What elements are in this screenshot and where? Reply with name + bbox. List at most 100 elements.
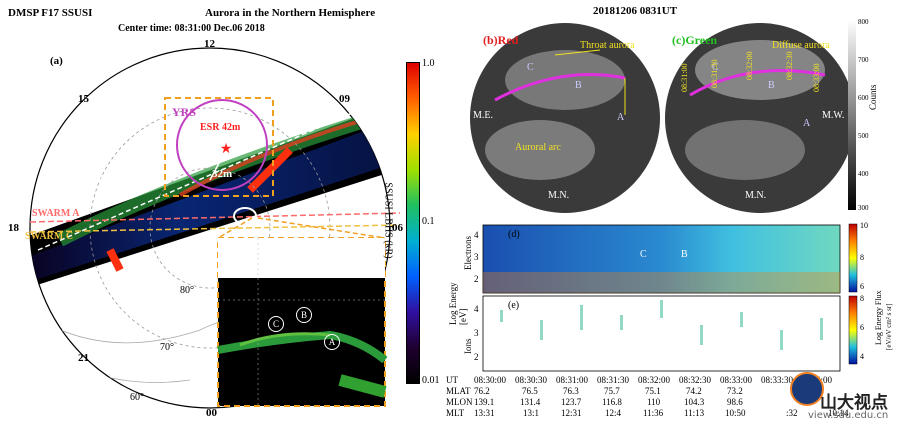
ut-2: 08:31:00	[556, 375, 589, 385]
asi-c-time-1: 08:31:30	[710, 59, 719, 88]
row-label-mlon: MLON	[446, 397, 473, 407]
counts-tick-400: 400	[858, 170, 869, 178]
mlt-09: 09	[339, 93, 350, 105]
flux-tick-top-0: 10	[860, 221, 868, 230]
e-tick-2: 2	[474, 274, 479, 284]
mw-label: M.W.	[822, 110, 845, 121]
spectro-e-label: (e)	[508, 300, 520, 311]
flux-unit: [eV/eV cm² s sr]	[885, 303, 893, 350]
asi-c-time-3: 08:32:30	[785, 51, 794, 80]
e-tick-3: 3	[474, 252, 479, 262]
electrons-label: Electrons	[463, 236, 473, 270]
mlt-00: 00	[206, 407, 217, 419]
flux-tick-bot-1: 6	[860, 323, 864, 332]
panel-title: Aurora in the Northern Hemisphere	[205, 7, 376, 19]
ut-4: 08:32:00	[638, 375, 671, 385]
ssusi-colorbar	[406, 62, 420, 384]
mn-label-b: M.N.	[548, 190, 570, 201]
mlt-7: :32	[786, 408, 798, 418]
mlt-15: 15	[78, 93, 89, 105]
ions-label: Ions	[463, 338, 473, 355]
swarm-c-label: SWARM C	[25, 231, 74, 242]
counts-label: Counts	[868, 84, 878, 110]
cb-label: SSUSI LBHS (kR)	[382, 182, 394, 259]
flux-tick-top-1: 8	[860, 253, 864, 262]
i-tick-2: 2	[474, 352, 479, 362]
asi-c-label: (c)Green	[672, 33, 718, 47]
lat-60: 60°	[130, 392, 144, 403]
dmsp-track	[37, 92, 399, 251]
mlat-1: 76.5	[522, 386, 538, 396]
mlon-0: 139.1	[474, 397, 495, 407]
ut-5: 08:32:30	[679, 375, 712, 385]
mlt-8: 10:14	[828, 408, 849, 418]
ut-1: 08:30:30	[515, 375, 548, 385]
zoom-point-c: C	[268, 316, 284, 332]
yrs-box	[164, 97, 274, 197]
marker-c: C	[640, 249, 647, 260]
ut-0: 08:30:00	[474, 375, 507, 385]
mlat-3: 75.7	[604, 386, 620, 396]
esr-label: ESR 42m	[200, 122, 241, 133]
mlon-4: 110	[647, 397, 661, 407]
mlt-06: 06	[392, 222, 403, 234]
mlt-6: 10:50	[725, 408, 746, 418]
spectro-d-label: (d)	[508, 229, 520, 240]
instrument-title: DMSP F17 SSUSI	[8, 7, 93, 19]
mlt-18: 18	[8, 222, 19, 234]
mlat-5: 74.2	[686, 386, 702, 396]
watermark-cn: 山大视点	[820, 393, 888, 413]
cb-tick-01: 0.1	[422, 216, 435, 227]
me-label-b: M.E.	[473, 110, 493, 121]
mlt-1: 13:1	[523, 408, 540, 418]
flux-tick-top-2: 6	[860, 282, 864, 291]
mlon-1: 131.4	[520, 397, 541, 407]
swarm-a-label: SWARM A	[32, 208, 80, 219]
row-label-ut: UT	[446, 375, 458, 385]
swarm-c-track	[29, 224, 401, 233]
i-tick-3: 3	[474, 328, 479, 338]
mlat-0: 76.2	[474, 386, 490, 396]
ut-7: 08:33:30	[761, 375, 794, 385]
mlat-6: 73.2	[727, 386, 743, 396]
energy-ylabel: Log Energy [eV]	[448, 282, 468, 325]
mlon-3: 116.8	[602, 397, 622, 407]
throat-aurora-label: Throat aurora	[580, 40, 635, 51]
zoom-point-a: A	[324, 334, 340, 350]
counts-tick-700: 700	[858, 56, 869, 64]
mlon-5: 104.3	[684, 397, 705, 407]
row-label-mlat: MLAT	[446, 386, 471, 396]
swarm-a-track	[29, 212, 401, 223]
point-b-b: B	[575, 80, 582, 91]
flux-tick-bot-0: 8	[860, 294, 864, 303]
ut-6: 08:33:00	[720, 375, 753, 385]
mlon-2: 123.7	[561, 397, 582, 407]
point-a-b: A	[617, 112, 625, 123]
yrs-label: YRS	[172, 105, 197, 119]
i-tick-4: 4	[474, 304, 479, 314]
counts-tick-600: 600	[858, 94, 869, 102]
cb-tick-1: 1.0	[422, 58, 435, 69]
row-label-mlt: MLT	[446, 408, 465, 418]
mlt-4: 11:36	[643, 408, 664, 418]
mlat-4: 75.1	[645, 386, 661, 396]
mlt-5: 11:13	[684, 408, 705, 418]
lat-80: 80°	[180, 285, 194, 296]
point-c-b: C	[527, 62, 534, 73]
mlon-6: 98.6	[727, 397, 743, 407]
cb-tick-001: 0.01	[422, 375, 440, 386]
asi-c-time-2: 08:32:00	[745, 51, 754, 80]
svg-text:★: ★	[220, 142, 233, 157]
mlt-12: 12	[204, 38, 215, 50]
yrs-circle	[176, 99, 268, 191]
mlt-21: 21	[78, 352, 89, 364]
mn-label-c: M.N.	[745, 190, 767, 201]
auroral-arc-label: Auroral arc	[515, 142, 561, 153]
flux-label: Log Energy Flux	[874, 290, 883, 345]
mlt-3: 12:4	[605, 408, 622, 418]
zoom-point-b: B	[296, 307, 312, 323]
center-time: Center time: 08:31:00 Dec.06 2018	[118, 23, 265, 34]
counts-tick-300: 300	[858, 204, 869, 212]
watermark-logo-icon	[790, 372, 824, 406]
watermark-url: view.sdu.edu.cn	[808, 410, 889, 421]
